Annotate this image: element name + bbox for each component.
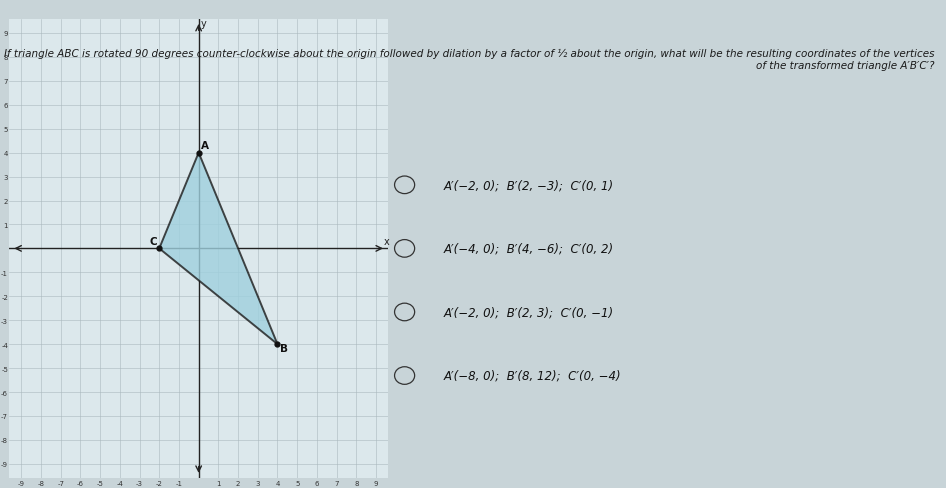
Text: y: y [201,20,207,29]
Text: A′(−2, 0);  B′(2, −3);  C′(0, 1): A′(−2, 0); B′(2, −3); C′(0, 1) [444,179,614,192]
Text: B: B [280,343,289,353]
Text: A′(−4, 0);  B′(4, −6);  C′(0, 2): A′(−4, 0); B′(4, −6); C′(0, 2) [444,243,614,255]
Text: If triangle ABC is rotated 90 degrees counter-clockwise about the origin followe: If triangle ABC is rotated 90 degrees co… [5,49,935,70]
Polygon shape [159,153,277,345]
Text: A: A [201,141,209,151]
Text: x: x [384,236,390,246]
Text: A′(−2, 0);  B′(2, 3);  C′(0, −1): A′(−2, 0); B′(2, 3); C′(0, −1) [444,306,614,319]
Text: A′(−8, 0);  B′(8, 12);  C′(0, −4): A′(−8, 0); B′(8, 12); C′(0, −4) [444,369,622,382]
Text: C: C [149,237,157,246]
